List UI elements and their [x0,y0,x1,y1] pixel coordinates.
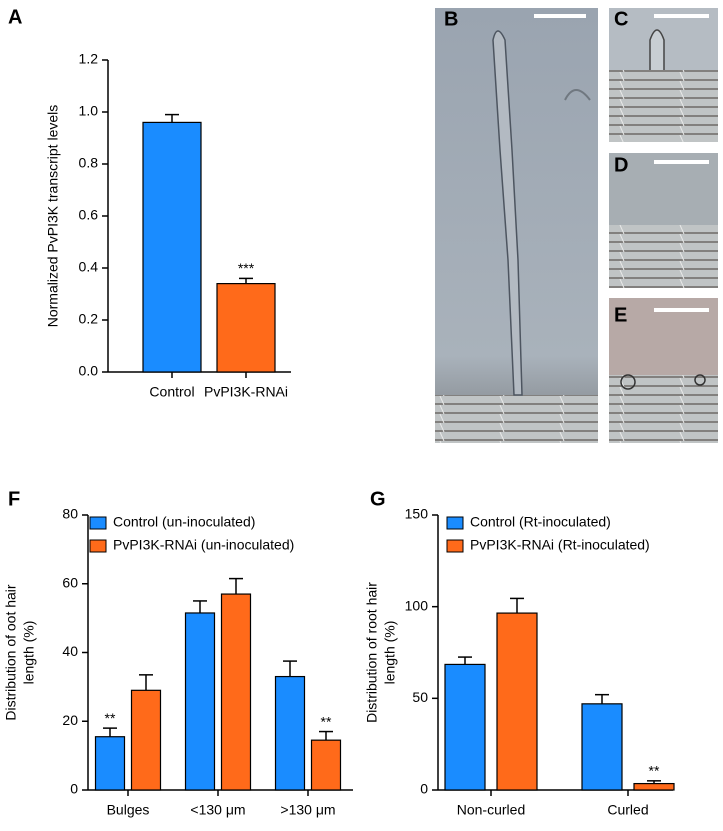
y-tick-label: 0.8 [79,155,99,171]
y-tick-label: 80 [62,506,78,522]
bar [496,612,538,791]
significance-label: ** [105,710,116,726]
x-tick-label: Non-curled [457,802,525,818]
y-axis-label: length (%) [382,621,398,685]
bar [581,703,623,791]
legend-label: Control (un-inoculated) [113,514,255,530]
panel-label: G [370,488,386,510]
bar [444,663,486,791]
bar [216,283,276,373]
bar [310,739,342,791]
panel-label: A [8,6,22,28]
panel-label: E [614,304,627,326]
significance-label: ** [321,713,332,729]
y-tick-label: 150 [405,506,429,522]
y-axis-label: length (%) [21,621,37,685]
micrograph-c: C [609,8,718,142]
legend-label: PvPI3K-RNAi (un-inoculated) [113,537,294,553]
legend-swatch [446,516,464,530]
y-tick-label: 0 [420,781,428,797]
legend-label: PvPI3K-RNAi (Rt-inoculated) [470,537,650,553]
y-tick-label: 0.4 [79,259,99,275]
bar [94,736,126,791]
micrograph-e: E [609,298,718,443]
bar [142,121,202,373]
bar [274,675,306,791]
panel-label: C [614,8,628,30]
panel-label: B [444,8,458,30]
bar [220,593,252,791]
micrograph-b: B [435,8,598,443]
y-tick-label: 1.0 [79,103,99,119]
panel-label: D [614,154,628,176]
significance-label: ** [649,763,660,779]
x-tick-label: Curled [607,802,648,818]
y-tick-label: 20 [62,712,78,728]
bar [184,612,216,791]
legend-swatch [446,539,464,553]
y-tick-label: 0.6 [79,207,99,223]
y-axis-label: Normalized PvPI3K transcript levels [45,105,61,328]
x-tick-label: Bulges [107,802,150,818]
panel-label: F [8,488,20,510]
y-tick-label: 0.0 [79,363,99,379]
bar [130,689,162,791]
y-tick-label: 50 [412,689,428,705]
legend-label: Control (Rt-inoculated) [470,514,611,530]
x-tick-label: <130 μm [190,802,245,818]
y-axis-label: Distribution of oot hair [3,584,19,721]
y-tick-label: 100 [405,597,429,613]
bar [633,782,675,791]
y-axis-label: Distribution of root hair [364,582,380,723]
y-tick-label: 60 [62,574,78,590]
y-tick-label: 0.2 [79,311,99,327]
y-tick-label: 1.2 [79,51,99,67]
significance-label: *** [238,260,255,276]
legend-swatch [89,516,107,530]
micrograph-d: D [609,153,718,288]
x-tick-label: Control [149,384,194,400]
legend-swatch [89,539,107,553]
y-tick-label: 0 [70,781,78,797]
y-tick-label: 40 [62,643,78,659]
x-tick-label: >130 μm [280,802,335,818]
x-tick-label: PvPI3K-RNAi [204,384,288,400]
